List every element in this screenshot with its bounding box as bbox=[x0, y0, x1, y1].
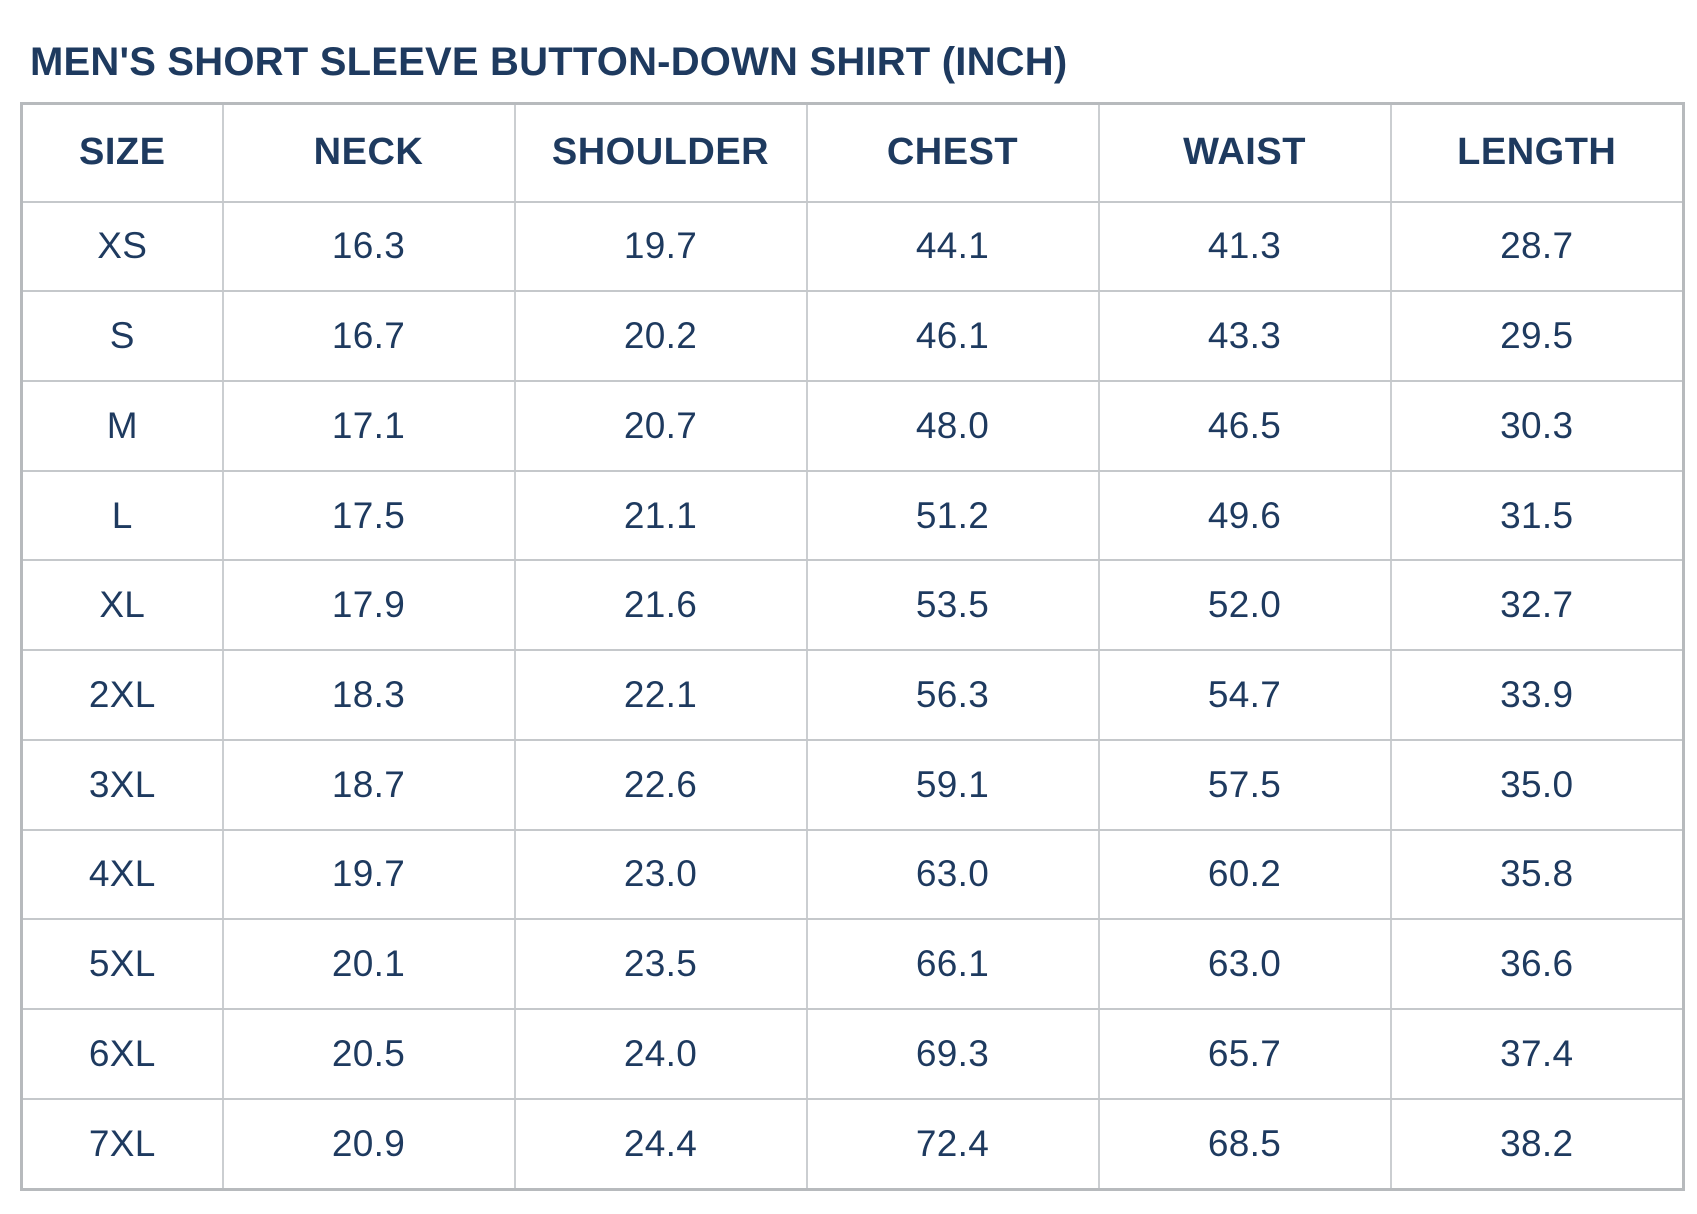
table-row-s: S 16.7 20.2 46.1 43.3 29.5 bbox=[20, 290, 1685, 382]
column-header-length: LENGTH bbox=[1389, 102, 1685, 203]
measurement-cell-waist: 63.0 bbox=[1097, 918, 1392, 1010]
measurement-cell-shoulder: 21.6 bbox=[513, 559, 808, 652]
measurement-cell-length: 33.9 bbox=[1389, 649, 1685, 741]
column-header-waist: WAIST bbox=[1097, 102, 1392, 203]
table-row-xs: XS 16.3 19.7 44.1 41.3 28.7 bbox=[20, 200, 1685, 293]
measurement-cell-neck: 19.7 bbox=[221, 828, 516, 921]
measurement-cell-chest: 56.3 bbox=[805, 649, 1100, 741]
measurement-cell-length: 31.5 bbox=[1389, 469, 1685, 562]
measurement-cell-neck: 20.5 bbox=[221, 1007, 516, 1100]
size-cell: M bbox=[20, 379, 224, 472]
measurement-cell-neck: 16.7 bbox=[221, 290, 516, 382]
measurement-cell-chest: 59.1 bbox=[805, 738, 1100, 831]
size-cell: XS bbox=[20, 200, 224, 293]
measurement-cell-neck: 16.3 bbox=[221, 200, 516, 293]
size-cell: 2XL bbox=[20, 649, 224, 741]
measurement-cell-shoulder: 19.7 bbox=[513, 200, 808, 293]
measurement-cell-length: 30.3 bbox=[1389, 379, 1685, 472]
measurement-cell-waist: 68.5 bbox=[1097, 1097, 1392, 1191]
column-header-chest: CHEST bbox=[805, 102, 1100, 203]
measurement-cell-waist: 65.7 bbox=[1097, 1007, 1392, 1100]
measurement-cell-chest: 63.0 bbox=[805, 828, 1100, 921]
table-row-7xl: 7XL 20.9 24.4 72.4 68.5 38.2 bbox=[20, 1097, 1685, 1191]
measurement-cell-chest: 46.1 bbox=[805, 290, 1100, 382]
page-title: MEN'S SHORT SLEEVE BUTTON-DOWN SHIRT (IN… bbox=[30, 40, 1068, 84]
measurement-cell-length: 35.8 bbox=[1389, 828, 1685, 921]
measurement-cell-length: 29.5 bbox=[1389, 290, 1685, 382]
measurement-cell-chest: 72.4 bbox=[805, 1097, 1100, 1191]
size-chart-table: SIZE NECK SHOULDER CHEST WAIST LENGTH XS 16.3 1… bbox=[20, 102, 1685, 1191]
measurement-cell-waist: 41.3 bbox=[1097, 200, 1392, 293]
measurement-cell-neck: 20.9 bbox=[221, 1097, 516, 1191]
measurement-cell-chest: 51.2 bbox=[805, 469, 1100, 562]
measurement-cell-chest: 48.0 bbox=[805, 379, 1100, 472]
size-cell: 4XL bbox=[20, 828, 224, 921]
measurement-cell-shoulder: 24.0 bbox=[513, 1007, 808, 1100]
table-row-5xl: 5XL 20.1 23.5 66.1 63.0 36.6 bbox=[20, 918, 1685, 1010]
measurement-cell-neck: 20.1 bbox=[221, 918, 516, 1010]
column-header-neck: NECK bbox=[221, 102, 516, 203]
size-cell: 3XL bbox=[20, 738, 224, 831]
table-row-xl: XL 17.9 21.6 53.5 52.0 32.7 bbox=[20, 559, 1685, 652]
measurement-cell-waist: 52.0 bbox=[1097, 559, 1392, 652]
measurement-cell-shoulder: 23.0 bbox=[513, 828, 808, 921]
size-cell: L bbox=[20, 469, 224, 562]
measurement-cell-shoulder: 20.2 bbox=[513, 290, 808, 382]
measurement-cell-neck: 17.5 bbox=[221, 469, 516, 562]
measurement-cell-waist: 43.3 bbox=[1097, 290, 1392, 382]
measurement-cell-length: 28.7 bbox=[1389, 200, 1685, 293]
measurement-cell-chest: 53.5 bbox=[805, 559, 1100, 652]
measurement-cell-waist: 54.7 bbox=[1097, 649, 1392, 741]
table-row-m: M 17.1 20.7 48.0 46.5 30.3 bbox=[20, 379, 1685, 472]
size-cell: S bbox=[20, 290, 224, 382]
measurement-cell-length: 32.7 bbox=[1389, 559, 1685, 652]
measurement-cell-neck: 17.1 bbox=[221, 379, 516, 472]
column-header-shoulder: SHOULDER bbox=[513, 102, 808, 203]
measurement-cell-chest: 44.1 bbox=[805, 200, 1100, 293]
measurement-cell-waist: 46.5 bbox=[1097, 379, 1392, 472]
size-cell: 7XL bbox=[20, 1097, 224, 1191]
measurement-cell-length: 37.4 bbox=[1389, 1007, 1685, 1100]
table-header-row: SIZE NECK SHOULDER CHEST WAIST LENGTH bbox=[20, 102, 1685, 203]
measurement-cell-shoulder: 22.1 bbox=[513, 649, 808, 741]
measurement-cell-chest: 69.3 bbox=[805, 1007, 1100, 1100]
table-row-4xl: 4XL 19.7 23.0 63.0 60.2 35.8 bbox=[20, 828, 1685, 921]
size-cell: 5XL bbox=[20, 918, 224, 1010]
table-row-3xl: 3XL 18.7 22.6 59.1 57.5 35.0 bbox=[20, 738, 1685, 831]
measurement-cell-shoulder: 21.1 bbox=[513, 469, 808, 562]
table-row-2xl: 2XL 18.3 22.1 56.3 54.7 33.9 bbox=[20, 649, 1685, 741]
measurement-cell-waist: 60.2 bbox=[1097, 828, 1392, 921]
measurement-cell-waist: 49.6 bbox=[1097, 469, 1392, 562]
measurement-cell-length: 36.6 bbox=[1389, 918, 1685, 1010]
measurement-cell-neck: 18.7 bbox=[221, 738, 516, 831]
size-cell: XL bbox=[20, 559, 224, 652]
measurement-cell-chest: 66.1 bbox=[805, 918, 1100, 1010]
measurement-cell-neck: 17.9 bbox=[221, 559, 516, 652]
measurement-cell-shoulder: 20.7 bbox=[513, 379, 808, 472]
measurement-cell-neck: 18.3 bbox=[221, 649, 516, 741]
measurement-cell-waist: 57.5 bbox=[1097, 738, 1392, 831]
size-cell: 6XL bbox=[20, 1007, 224, 1100]
measurement-cell-length: 35.0 bbox=[1389, 738, 1685, 831]
measurement-cell-length: 38.2 bbox=[1389, 1097, 1685, 1191]
measurement-cell-shoulder: 24.4 bbox=[513, 1097, 808, 1191]
table-row-l: L 17.5 21.1 51.2 49.6 31.5 bbox=[20, 469, 1685, 562]
column-header-size: SIZE bbox=[20, 102, 224, 203]
measurement-cell-shoulder: 22.6 bbox=[513, 738, 808, 831]
measurement-cell-shoulder: 23.5 bbox=[513, 918, 808, 1010]
table-row-6xl: 6XL 20.5 24.0 69.3 65.7 37.4 bbox=[20, 1007, 1685, 1100]
